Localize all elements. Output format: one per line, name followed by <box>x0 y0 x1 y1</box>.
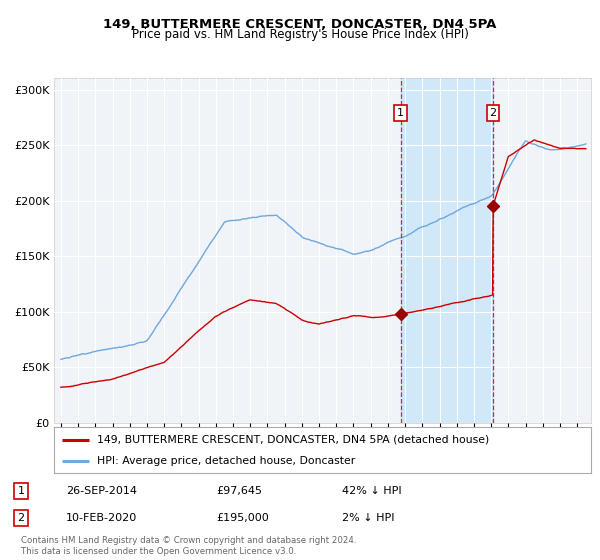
Text: 10-FEB-2020: 10-FEB-2020 <box>66 513 137 523</box>
Text: 149, BUTTERMERE CRESCENT, DONCASTER, DN4 5PA (detached house): 149, BUTTERMERE CRESCENT, DONCASTER, DN4… <box>97 435 489 445</box>
Text: 26-SEP-2014: 26-SEP-2014 <box>66 486 137 496</box>
Text: Price paid vs. HM Land Registry's House Price Index (HPI): Price paid vs. HM Land Registry's House … <box>131 28 469 41</box>
Text: Contains HM Land Registry data © Crown copyright and database right 2024.
This d: Contains HM Land Registry data © Crown c… <box>21 536 356 556</box>
Text: 2: 2 <box>490 108 497 118</box>
Bar <box>401 78 493 423</box>
Text: £97,645: £97,645 <box>216 486 262 496</box>
Text: 2% ↓ HPI: 2% ↓ HPI <box>342 513 395 523</box>
Text: 2: 2 <box>17 513 25 523</box>
Text: 1: 1 <box>17 486 25 496</box>
Text: £195,000: £195,000 <box>216 513 269 523</box>
Text: 149, BUTTERMERE CRESCENT, DONCASTER, DN4 5PA: 149, BUTTERMERE CRESCENT, DONCASTER, DN4… <box>103 18 497 31</box>
Text: 1: 1 <box>397 108 404 118</box>
Text: HPI: Average price, detached house, Doncaster: HPI: Average price, detached house, Donc… <box>97 456 355 466</box>
Text: 42% ↓ HPI: 42% ↓ HPI <box>342 486 401 496</box>
